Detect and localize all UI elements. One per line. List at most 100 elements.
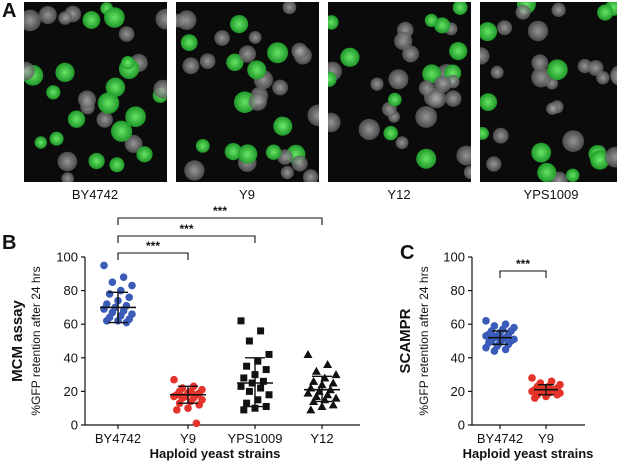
gfp-cell xyxy=(452,2,468,15)
significance-label: *** xyxy=(146,239,160,253)
panel-label-b: B xyxy=(2,232,17,254)
gfp-cell xyxy=(88,152,105,170)
data-point xyxy=(265,391,273,399)
data-point xyxy=(125,293,133,302)
cell xyxy=(394,31,413,51)
gfp-cell xyxy=(424,13,438,27)
gfp-cell xyxy=(480,93,498,111)
cell xyxy=(490,65,504,79)
data-point xyxy=(482,343,490,352)
micrograph-by4742 xyxy=(24,2,167,182)
gfp-cell xyxy=(340,47,360,67)
y-tick-label: 40 xyxy=(64,350,78,365)
cell xyxy=(24,61,35,81)
cell xyxy=(497,20,513,36)
data-point xyxy=(528,387,536,396)
gfp-cell xyxy=(537,162,557,182)
gfp-cell xyxy=(136,146,153,163)
cell xyxy=(492,127,509,144)
gfp-cell xyxy=(109,157,125,173)
data-point xyxy=(309,376,319,385)
micrograph-y9 xyxy=(176,2,319,182)
x-tick-label: Y12 xyxy=(310,431,333,446)
x-tick-label: Y9 xyxy=(180,431,196,446)
significance-label: *** xyxy=(516,257,530,271)
gfp-cell xyxy=(111,120,133,142)
y-tick-label: 20 xyxy=(64,384,78,399)
gfp-cell xyxy=(597,4,614,21)
cell xyxy=(395,136,409,150)
y-tick-label: 80 xyxy=(64,283,78,298)
cell xyxy=(57,151,78,172)
data-point xyxy=(528,374,536,382)
micrograph-label-by4742: BY4742 xyxy=(71,187,119,202)
gfp-cell xyxy=(328,15,339,30)
cell xyxy=(38,6,57,24)
gfp-cell xyxy=(237,144,258,164)
cell xyxy=(291,42,308,60)
significance-label: *** xyxy=(213,204,227,218)
data-point xyxy=(262,403,270,411)
cell xyxy=(238,45,256,63)
cell xyxy=(402,45,420,63)
cell xyxy=(307,104,319,127)
gfp-cell xyxy=(480,22,498,42)
cell xyxy=(155,8,167,30)
cell xyxy=(280,165,294,180)
y-tick-label: 0 xyxy=(458,418,465,433)
data-point xyxy=(259,377,267,385)
data-point xyxy=(243,362,251,370)
data-point xyxy=(323,390,333,399)
data-point xyxy=(257,327,265,335)
significance-bracket xyxy=(117,252,189,260)
y-tick-label: 60 xyxy=(64,317,78,332)
data-point xyxy=(119,273,128,281)
cell xyxy=(546,102,559,115)
gfp-cell xyxy=(34,136,47,149)
data-point xyxy=(254,357,262,365)
cell xyxy=(291,155,308,172)
cell xyxy=(456,145,471,166)
y-tick-label: 80 xyxy=(451,283,465,298)
cell xyxy=(596,71,610,85)
cell xyxy=(445,90,462,107)
y-tick-label: 40 xyxy=(451,350,465,365)
y-axis-label: %GFP retention after 24 hrs xyxy=(29,266,43,415)
gfp-cell xyxy=(180,34,198,51)
cell xyxy=(199,53,216,69)
y-tick-label: 100 xyxy=(443,250,465,265)
data-point xyxy=(262,366,270,374)
cell xyxy=(303,169,319,182)
cell xyxy=(463,165,471,180)
x-tick-label: BY4742 xyxy=(477,431,523,446)
cell xyxy=(282,2,297,15)
data-point xyxy=(251,404,259,412)
y-tick-label: 20 xyxy=(451,384,465,399)
cell xyxy=(531,54,549,72)
data-point xyxy=(192,419,201,428)
gfp-cell xyxy=(590,150,610,170)
cell xyxy=(480,47,490,65)
cell xyxy=(153,79,167,99)
gfp-cell xyxy=(230,15,249,34)
gfp-cell xyxy=(104,7,125,28)
gfp-cell xyxy=(267,42,289,64)
gfp-cell xyxy=(234,91,256,113)
data-point xyxy=(311,391,321,400)
gfp-cell xyxy=(121,56,135,70)
data-point xyxy=(240,374,248,382)
cell xyxy=(358,118,380,140)
micrograph-label-y12: Y12 xyxy=(387,187,411,202)
data-point xyxy=(328,400,338,409)
data-point xyxy=(237,317,245,325)
data-point xyxy=(303,388,313,397)
data-point xyxy=(108,278,117,287)
chart-title: SCAMPR xyxy=(397,308,414,373)
gfp-cell xyxy=(125,106,146,127)
data-point xyxy=(243,399,251,407)
cell xyxy=(61,172,74,182)
gfp-cell xyxy=(383,125,398,141)
gfp-cell xyxy=(273,116,293,136)
cell xyxy=(184,160,205,181)
data-point xyxy=(490,347,499,355)
